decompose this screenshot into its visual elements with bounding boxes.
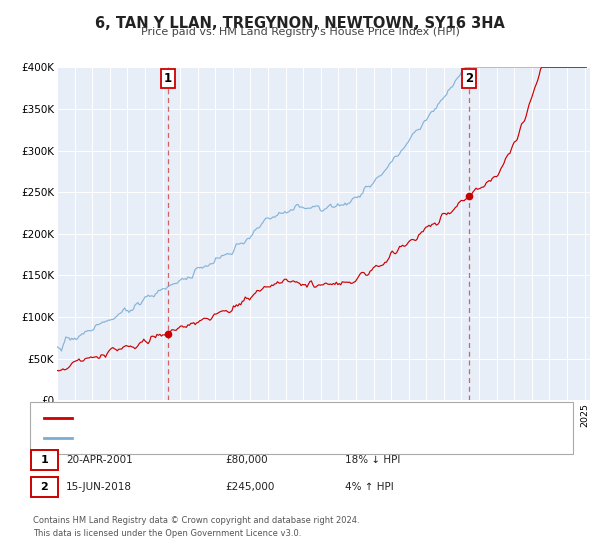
Text: Contains HM Land Registry data © Crown copyright and database right 2024.
This d: Contains HM Land Registry data © Crown c… — [33, 516, 359, 538]
Text: 1: 1 — [41, 455, 48, 465]
Text: 20-APR-2001: 20-APR-2001 — [66, 455, 133, 465]
Text: £245,000: £245,000 — [225, 482, 274, 492]
Text: 15-JUN-2018: 15-JUN-2018 — [66, 482, 132, 492]
Text: Price paid vs. HM Land Registry's House Price Index (HPI): Price paid vs. HM Land Registry's House … — [140, 27, 460, 37]
Text: 2: 2 — [465, 72, 473, 85]
Text: 18% ↓ HPI: 18% ↓ HPI — [345, 455, 400, 465]
Text: £80,000: £80,000 — [225, 455, 268, 465]
Text: HPI: Average price, detached house, Powys: HPI: Average price, detached house, Powy… — [76, 433, 287, 443]
Text: 1: 1 — [164, 72, 172, 85]
Text: 4% ↑ HPI: 4% ↑ HPI — [345, 482, 394, 492]
Text: 2: 2 — [41, 482, 48, 492]
Text: 6, TAN Y LLAN, TREGYNON, NEWTOWN, SY16 3HA (detached house): 6, TAN Y LLAN, TREGYNON, NEWTOWN, SY16 3… — [76, 413, 408, 423]
Text: 6, TAN Y LLAN, TREGYNON, NEWTOWN, SY16 3HA: 6, TAN Y LLAN, TREGYNON, NEWTOWN, SY16 3… — [95, 16, 505, 31]
